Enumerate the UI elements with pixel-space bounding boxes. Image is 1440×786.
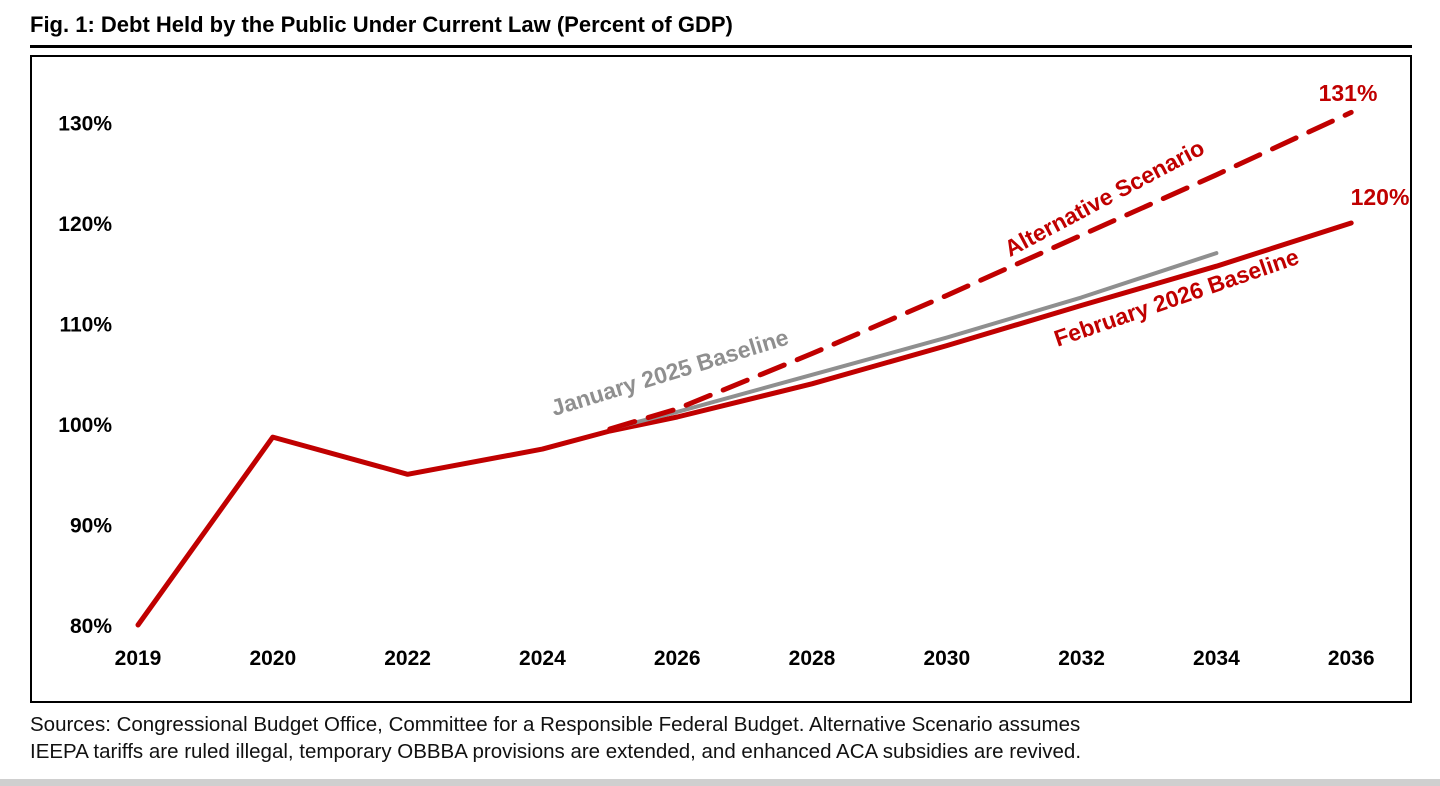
y-tick-label: 130% [58, 113, 112, 136]
x-tick-label: 2034 [1193, 647, 1240, 670]
annotation-alternative-scenario: Alternative Scenario [1000, 134, 1209, 261]
series-line-alternative-scenario [607, 109, 1354, 432]
y-tick-label: 120% [58, 213, 112, 236]
figure-title: Fig. 1: Debt Held by the Public Under Cu… [30, 12, 1412, 48]
y-tick-label: 90% [70, 515, 112, 538]
x-tick-label: 2022 [384, 647, 431, 670]
y-tick-label: 110% [59, 314, 112, 337]
x-tick-label: 2026 [654, 647, 701, 670]
x-tick-label: 2020 [249, 647, 296, 670]
source-note-line1: Sources: Congressional Budget Office, Co… [30, 713, 1081, 736]
series-line-january-2025-baseline [607, 251, 1219, 431]
annotation-february-2026-baseline: February 2026 Baseline [1051, 243, 1302, 351]
source-note-line2: IEEPA tariffs are ruled illegal, tempora… [30, 740, 1082, 763]
y-tick-label: 100% [58, 414, 112, 437]
x-tick-label: 2024 [519, 647, 566, 670]
y-tick-label: 80% [70, 615, 112, 638]
x-tick-label: 2019 [115, 647, 162, 670]
source-note: Sources: Congressional Budget Office, Co… [30, 711, 1430, 765]
x-tick-label: 2030 [923, 647, 970, 670]
x-tick-label: 2028 [789, 647, 836, 670]
annotation-120: 120% [1351, 184, 1410, 210]
annotation-131: 131% [1319, 80, 1378, 106]
x-tick-label: 2036 [1328, 647, 1375, 670]
chart: 80% 90% 100% 110% 120% 130% 2019 2020 2022 2024 20… [30, 55, 1412, 703]
annotation-january-2025-baseline: January 2025 Baseline [548, 324, 792, 421]
series-line-february-2026-baseline [135, 220, 1354, 628]
chart-canvas: 80% 90% 100% 110% 120% 130% 2019 2020 2022 2024 20… [58, 80, 1410, 670]
video-progress-bar [0, 779, 1440, 786]
x-tick-label: 2032 [1058, 647, 1105, 670]
